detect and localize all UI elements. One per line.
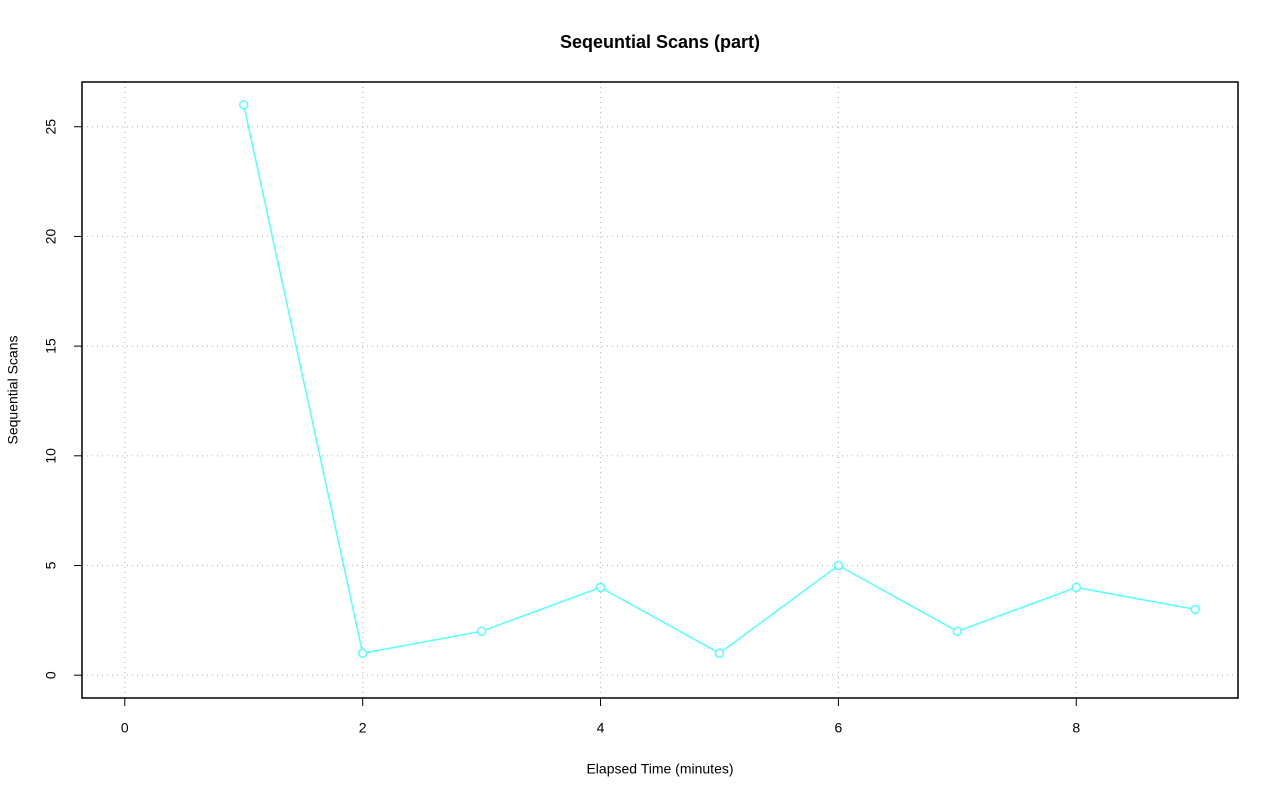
- point: [1190, 604, 1200, 615]
- x-tick-label: 2: [359, 720, 367, 736]
- point: [238, 100, 249, 110]
- point: [714, 648, 725, 658]
- y-tick-label: 10: [43, 448, 59, 464]
- y-tick-label: 0: [43, 671, 59, 679]
- y-tick-label: 15: [43, 338, 59, 354]
- plot-frame: [81, 81, 1239, 699]
- x-tick-label: 8: [1072, 720, 1080, 736]
- chart-title: Seqeuntial Scans (part): [560, 32, 760, 52]
- point: [476, 626, 487, 637]
- x-tick-label: 4: [597, 720, 605, 736]
- y-tick-label: 25: [43, 119, 59, 135]
- point: [357, 648, 368, 658]
- y-tick-label: 20: [43, 228, 59, 244]
- y-tick-label: 5: [43, 561, 59, 569]
- point: [833, 560, 844, 571]
- line: [243, 104, 1196, 655]
- point: [952, 626, 963, 637]
- y-axis-label: Sequential Scans: [5, 336, 21, 445]
- x-tick-label: 6: [834, 720, 842, 736]
- x-axis-label: Elapsed Time (minutes): [586, 761, 733, 777]
- point: [1071, 582, 1082, 593]
- x-tick-label: 0: [121, 720, 129, 736]
- point: [595, 582, 606, 593]
